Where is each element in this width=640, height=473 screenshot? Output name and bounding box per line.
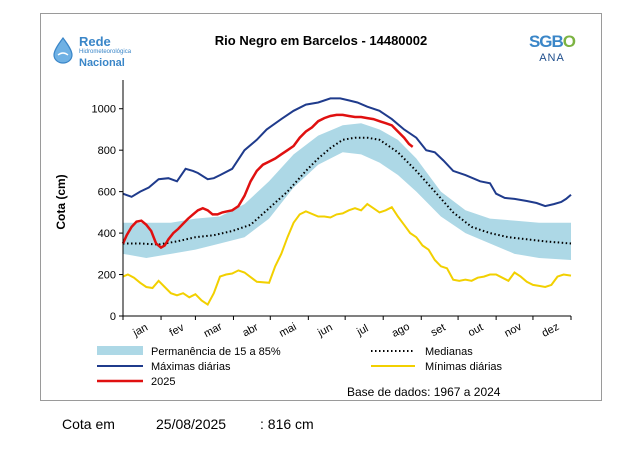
x-tick-label-mar: mar: [202, 320, 225, 340]
readout-value: : 816 cm: [260, 416, 314, 432]
x-tick-label-jul: jul: [354, 322, 370, 338]
x-tick-label-fev: fev: [168, 321, 187, 339]
chart-title: Rio Negro em Barcelos - 14480002: [215, 33, 427, 48]
y-tick-label: 600: [98, 187, 116, 199]
chart-panel: Rede Hidrometeorológica Nacional SGBO AN…: [40, 13, 602, 401]
y-tick-label: 400: [98, 228, 116, 240]
y-tick-label: 1000: [92, 104, 116, 116]
legend-label-2025: 2025: [151, 376, 175, 388]
legend-label-medianas: Medianas: [425, 346, 473, 358]
band-permanencia-15-85: [123, 123, 571, 261]
series-2025: [121, 113, 414, 250]
legend-swatch-band: [97, 346, 143, 355]
database-note: Base de dados: 1967 a 2024: [347, 385, 501, 399]
x-tick-label-out: out: [466, 321, 485, 339]
sgb-ana-logo: SGBO ANA: [517, 32, 587, 72]
y-tick-label: 200: [98, 270, 116, 282]
y-tick-label: 800: [98, 145, 116, 157]
series-minimas-diarias: [122, 202, 572, 307]
water-drop-icon: [53, 36, 73, 64]
logo-text-sgb: SGBO: [528, 32, 576, 51]
x-tick-label-set: set: [429, 322, 448, 339]
y-tick-label: 0: [110, 311, 116, 323]
x-tick-label-dez: dez: [540, 321, 561, 340]
y-axis-label: Cota (cm): [54, 174, 68, 229]
x-tick-label-jun: jun: [315, 322, 334, 340]
x-tick-label-abr: abr: [241, 321, 261, 339]
rede-hidrometeorologica-logo: Rede Hidrometeorológica Nacional: [51, 32, 141, 72]
readout-label: Cota em: [62, 416, 115, 432]
logo-text-ana: ANA: [539, 52, 565, 64]
legend-label-maximas: Máximas diárias: [151, 361, 231, 373]
logo-text-rede: Rede: [79, 34, 111, 49]
x-tick-label-ago: ago: [390, 321, 412, 340]
readout-date: 25/08/2025: [156, 416, 227, 432]
legend-label-minimas: Mínimas diárias: [425, 361, 503, 373]
series-medianas: [123, 136, 572, 246]
x-tick-label-mai: mai: [277, 321, 298, 340]
logo-text-nacional: Nacional: [79, 57, 125, 69]
x-tick-label-nov: nov: [502, 321, 524, 340]
legend-label-band: Permanência de 15 a 85%: [151, 346, 281, 358]
x-tick-label-jan: jan: [130, 322, 149, 340]
stage-chart: Rio Negro em Barcelos - 14480002 0 200 400 6…: [54, 33, 572, 399]
series-maximas-diarias: [122, 97, 572, 208]
logo-text-hidrometeorologica: Hidrometeorológica: [79, 49, 132, 55]
